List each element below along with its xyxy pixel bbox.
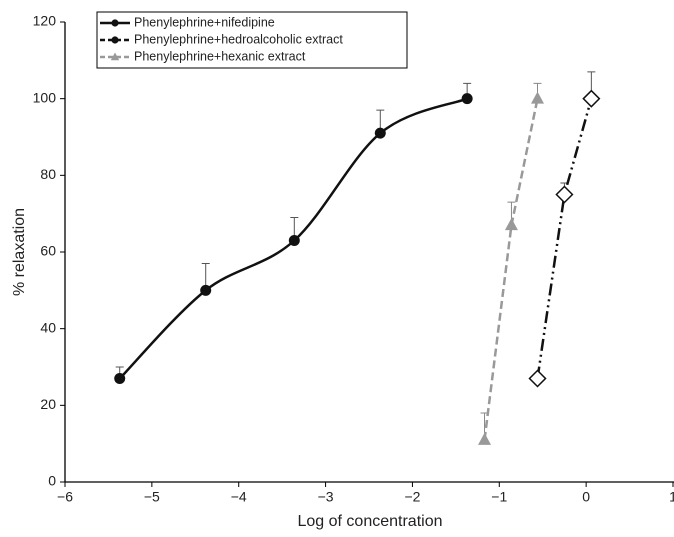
y-tick-label: 0 — [48, 473, 56, 489]
legend-marker — [110, 52, 120, 61]
legend-label: Phenylephrine+hexanic extract — [134, 49, 306, 63]
y-tick-label: 60 — [40, 243, 56, 259]
x-tick-label: 1 — [669, 489, 674, 505]
x-tick-label: −1 — [491, 489, 507, 505]
data-point — [528, 369, 547, 388]
x-tick-label: −2 — [404, 489, 420, 505]
data-point — [288, 235, 300, 246]
data-point — [504, 218, 518, 231]
legend-marker — [111, 19, 119, 27]
legend-label: Phenylephrine+hedroalcoholic extract — [134, 32, 343, 46]
y-tick-label: 20 — [40, 396, 56, 412]
data-point — [531, 91, 545, 104]
y-axis-label: % relaxation — [11, 208, 28, 296]
x-axis-label: Log of concentration — [298, 513, 443, 530]
y-tick-label: 80 — [40, 166, 56, 182]
data-point — [374, 127, 386, 139]
y-tick-label: 40 — [40, 319, 56, 335]
data-point — [582, 89, 601, 108]
y-tick-label: 120 — [33, 13, 57, 29]
data-point — [461, 93, 473, 105]
x-tick-label: 0 — [582, 489, 590, 505]
series-line — [536, 98, 593, 379]
legend-box — [96, 11, 408, 69]
x-tick-label: −3 — [318, 489, 334, 505]
legend: Phenylephrine+nifedipine Phenylephrine+he… — [96, 11, 408, 69]
series-line — [483, 98, 539, 440]
y-tick-label: 100 — [33, 89, 57, 105]
x-tick-label: −5 — [144, 489, 160, 505]
legend-label: Phenylephrine+nifedipine — [134, 15, 275, 29]
data-point — [114, 373, 126, 384]
x-tick-label: −4 — [231, 489, 247, 505]
data-point — [200, 284, 212, 296]
data-point — [555, 185, 574, 204]
legend-marker — [111, 36, 119, 44]
x-tick-label: −6 — [57, 489, 73, 505]
data-point — [478, 432, 492, 445]
